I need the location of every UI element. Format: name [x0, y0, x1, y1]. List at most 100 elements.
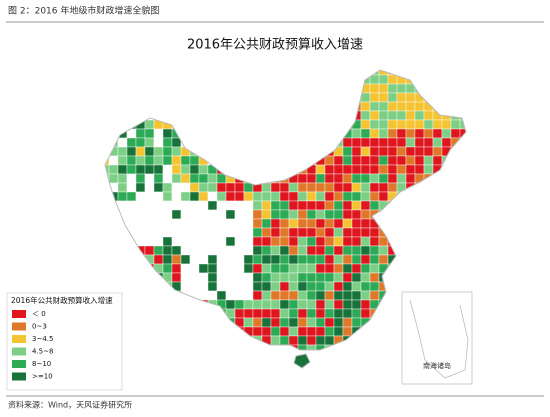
- region-cell: [180, 344, 191, 350]
- region-cell: [315, 146, 326, 157]
- region-cell: [333, 281, 344, 292]
- region-cell: [207, 344, 218, 350]
- region-cell: [342, 344, 353, 350]
- region-cell: [261, 92, 272, 103]
- region-cell: [405, 263, 416, 274]
- region-cell: [288, 146, 299, 157]
- region-cell: [216, 74, 227, 85]
- region-cell: [270, 326, 281, 337]
- region-cell: [450, 272, 461, 283]
- region-cell: [315, 317, 326, 328]
- region-cell: [414, 128, 425, 139]
- region-cell: [279, 227, 290, 238]
- region-cell: [135, 191, 146, 202]
- region-cell: [369, 173, 380, 184]
- region-cell: [369, 272, 380, 283]
- region-cell: [306, 173, 317, 184]
- region-cell: [315, 92, 326, 103]
- region-cell: [189, 335, 200, 346]
- region-cell: [153, 236, 164, 247]
- region-cell: [288, 191, 299, 202]
- region-cell: [135, 263, 146, 274]
- region-cell: [198, 209, 209, 220]
- region-cell: [396, 245, 407, 256]
- region-cell: [423, 281, 434, 292]
- region-cell: [469, 318, 478, 327]
- region-cell: [189, 137, 200, 148]
- region-cell: [126, 191, 137, 202]
- region-cell: [171, 146, 182, 157]
- region-cell: [279, 128, 290, 139]
- region-cell: [441, 245, 452, 256]
- region-cell: [306, 110, 317, 121]
- region-cell: [324, 308, 335, 319]
- region-cell: [252, 155, 263, 166]
- region-cell: [432, 263, 443, 274]
- region-cell: [171, 317, 182, 328]
- region-cell: [135, 92, 146, 103]
- region-cell: [378, 92, 389, 103]
- region-cell: [207, 290, 218, 301]
- region-cell: [108, 227, 119, 238]
- region-cell: [351, 164, 362, 175]
- region-cell: [126, 92, 137, 103]
- region-cell: [441, 101, 452, 112]
- region-cell: [208, 354, 217, 363]
- region-cell: [351, 227, 362, 238]
- region-cell: [306, 254, 317, 265]
- region-cell: [450, 155, 461, 166]
- region-cell: [234, 110, 245, 121]
- region-cell: [351, 335, 362, 346]
- region-cell: [105, 209, 110, 220]
- region-cell: [105, 182, 110, 193]
- region-cell: [351, 83, 362, 94]
- region-cell: [324, 70, 335, 76]
- region-cell: [243, 209, 254, 220]
- region-cell: [469, 219, 478, 228]
- region-cell: [324, 263, 335, 274]
- region-cell: [333, 290, 344, 301]
- region-cell: [243, 164, 254, 175]
- region-cell: [189, 119, 200, 130]
- region-cell: [144, 344, 155, 350]
- region-cell: [450, 191, 461, 202]
- region-cell: [387, 218, 398, 229]
- region-cell: [351, 155, 362, 166]
- region-cell: [333, 209, 344, 220]
- region-cell: [333, 146, 344, 157]
- region-cell: [108, 245, 119, 256]
- region-cell: [342, 227, 353, 238]
- region-cell: [105, 70, 110, 76]
- region-cell: [423, 218, 434, 229]
- region-cell: [279, 272, 290, 283]
- region-cell: [387, 182, 398, 193]
- region-cell: [153, 191, 164, 202]
- region-cell: [369, 263, 380, 274]
- region-cell: [360, 227, 371, 238]
- region-cell: [432, 326, 443, 337]
- region-cell: [297, 272, 308, 283]
- region-cell: [396, 218, 407, 229]
- region-cell: [144, 317, 155, 328]
- region-cell: [351, 137, 362, 148]
- legend-box: [6, 292, 123, 391]
- region-cell: [333, 128, 344, 139]
- region-cell: [126, 209, 137, 220]
- region-cell: [324, 317, 335, 328]
- region-cell: [423, 317, 434, 328]
- region-cell: [243, 74, 254, 85]
- region-cell: [342, 308, 353, 319]
- region-cell: [315, 263, 326, 274]
- legend-title: 2016年公共财政预算收入增速: [11, 295, 113, 305]
- region-cell: [144, 119, 155, 130]
- region-cell: [198, 74, 209, 85]
- region-cell: [315, 83, 326, 94]
- region-cell: [423, 146, 434, 157]
- region-cell: [387, 272, 398, 283]
- region-cell: [405, 218, 416, 229]
- region-cell: [315, 335, 326, 346]
- region-cell: [370, 354, 379, 363]
- region-cell: [180, 74, 191, 85]
- region-cell: [342, 173, 353, 184]
- region-cell: [252, 281, 263, 292]
